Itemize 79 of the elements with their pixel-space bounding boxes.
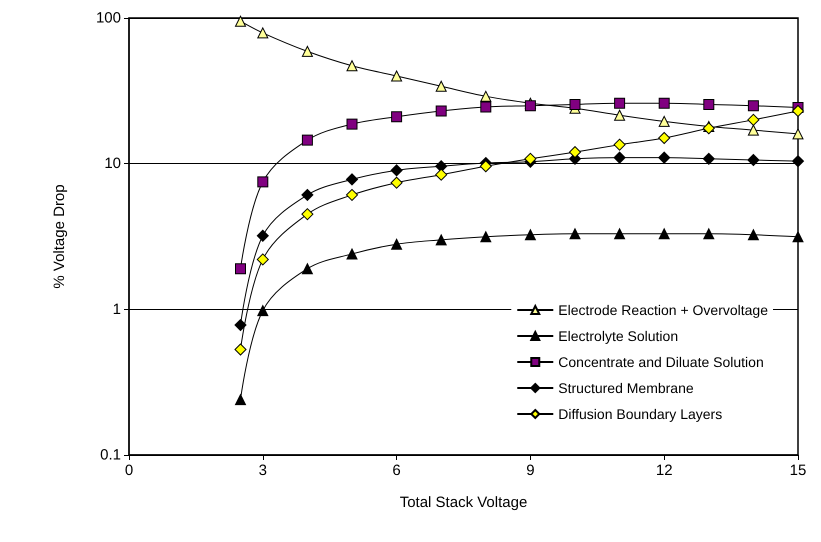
point	[257, 176, 268, 188]
point	[702, 122, 715, 134]
point	[792, 128, 804, 140]
point	[390, 164, 403, 176]
point	[703, 98, 714, 110]
legend-label: Structured Membrane	[558, 380, 694, 396]
y-tick-label: 1	[112, 300, 121, 318]
point	[614, 110, 626, 121]
point	[235, 263, 246, 274]
point	[301, 188, 314, 201]
point	[480, 90, 492, 102]
point	[792, 231, 804, 242]
point	[346, 118, 358, 130]
x-tick-label: 0	[124, 462, 134, 479]
point	[703, 228, 714, 240]
point	[256, 253, 269, 266]
point	[570, 98, 580, 110]
point	[569, 146, 581, 158]
x-tick-label: 3	[258, 462, 267, 479]
point	[480, 101, 492, 112]
y-tick-label: 0.1	[100, 446, 121, 464]
point	[792, 104, 804, 117]
point	[480, 231, 492, 242]
point	[391, 70, 402, 82]
point	[614, 228, 626, 240]
x-tick-label: 6	[392, 462, 401, 479]
x-tick-label: 12	[656, 462, 673, 479]
y-tick-label: 100	[96, 10, 121, 26]
point	[235, 394, 246, 406]
point	[702, 152, 715, 165]
point	[436, 234, 447, 246]
point	[614, 152, 626, 164]
point	[748, 124, 759, 136]
point	[747, 154, 760, 166]
point	[748, 229, 759, 240]
point	[302, 134, 313, 146]
x-tick-label: 9	[526, 462, 535, 479]
point	[301, 208, 314, 220]
point	[234, 319, 246, 332]
legend-label: Concentrate and Diluate Solution	[558, 354, 764, 370]
point	[391, 111, 402, 122]
point	[346, 60, 358, 72]
point	[346, 173, 358, 186]
point	[435, 168, 448, 181]
point	[658, 98, 670, 109]
y-axis-title: % Voltage Drop	[51, 184, 68, 289]
point	[570, 228, 580, 240]
point	[524, 100, 536, 112]
point	[658, 152, 670, 164]
x-tick-label: 15	[790, 462, 806, 479]
y-tick-label: 10	[104, 155, 121, 172]
point	[614, 138, 626, 151]
point	[257, 27, 268, 38]
point	[658, 132, 670, 144]
legend-label: Diffusion Boundary Layers	[558, 406, 722, 422]
point	[792, 155, 804, 168]
point	[390, 176, 403, 189]
point	[257, 305, 268, 316]
point	[480, 160, 492, 172]
legend-label: Electrolyte Solution	[558, 328, 678, 344]
point	[747, 114, 760, 126]
point	[256, 230, 269, 242]
point	[346, 188, 358, 201]
point	[524, 229, 536, 240]
point	[234, 343, 246, 356]
point	[302, 263, 313, 274]
point	[658, 228, 670, 240]
point	[346, 248, 358, 260]
x-axis-title: Total Stack Voltage	[400, 494, 528, 511]
point	[658, 116, 670, 127]
legend-label: Electrode Reaction + Overvoltage	[558, 302, 768, 318]
point	[524, 152, 536, 165]
point	[436, 80, 447, 92]
point	[748, 100, 759, 112]
point	[614, 98, 626, 109]
point	[302, 46, 313, 57]
point	[436, 105, 447, 116]
point	[391, 238, 402, 250]
point	[235, 16, 246, 27]
